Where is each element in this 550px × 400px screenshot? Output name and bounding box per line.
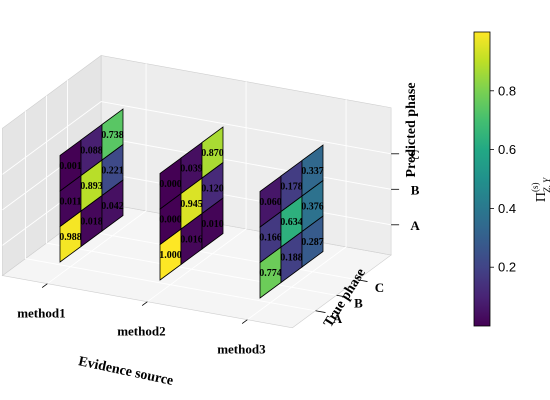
z-tick-label: B	[411, 182, 420, 197]
cell-value-label: 0.010	[201, 219, 224, 230]
x-tick-label: method3	[217, 342, 266, 357]
y-tick	[336, 294, 347, 298]
panel-method3: 0.774 0.188 0.287 0.166 0.634 0.376 0.060 0.178…	[259, 144, 324, 299]
heatmap-cell	[301, 144, 324, 197]
gridline	[2, 101, 392, 175]
cell-value-label: 0.039	[180, 164, 203, 175]
cell-value-label: 0.042	[101, 201, 124, 212]
cell-value-label: 0.376	[301, 202, 324, 213]
gridline	[46, 95, 337, 296]
y-tick-label: B	[354, 295, 363, 310]
cell-value-label: 0.287	[301, 237, 324, 248]
z-tick-label: C	[410, 147, 419, 162]
cell-value-label: 0.188	[280, 253, 303, 264]
gridline	[47, 63, 147, 285]
colorbar-tick-label: 0.4	[498, 201, 516, 216]
x-tick	[241, 319, 248, 324]
x-axis-title: Evidence source	[77, 354, 175, 389]
x-tick	[41, 283, 48, 288]
colorbar-gradient	[473, 31, 491, 327]
z-axis-title: Predicted phase	[404, 82, 419, 177]
cell-value-label: 0.016	[180, 235, 203, 246]
cell-value-label: 0.166	[259, 233, 282, 244]
cell-value-label: 0.945	[180, 199, 203, 210]
panel-method1: 0.988 0.018 0.042 0.011 0.893 0.221 0.001 0.088…	[59, 108, 124, 263]
colorbar-tick-label: 0.2	[498, 260, 516, 275]
colorbar-tick-label: 0.8	[498, 83, 516, 98]
cell-value-label: 0.893	[80, 181, 103, 192]
cell-value-label: 0.221	[101, 166, 124, 177]
z-tick-label: A	[410, 218, 420, 233]
y-tick-label: C	[375, 280, 384, 295]
cell-value-label: 0.000	[159, 215, 182, 226]
cell-value-label: 0.178	[280, 182, 303, 193]
y-tick-label: A	[333, 311, 343, 326]
gridline	[247, 99, 347, 321]
gridline	[147, 81, 247, 303]
panel-method2: 1.000 0.016 0.010 0.000 0.945 0.120 0.000 0.039…	[159, 126, 224, 281]
cell-value-label: 0.738	[101, 130, 124, 141]
cell-value-label: 0.088	[80, 146, 103, 157]
cell-value-label: 0.988	[59, 232, 82, 243]
colorbar: 0.2 0.4 0.6 0.8 Π(s)Z, Y	[473, 31, 550, 327]
cell-value-label: 0.060	[259, 197, 282, 208]
y-tick	[357, 279, 368, 282]
x-tick	[141, 301, 148, 306]
cell-value-label: 0.000	[159, 179, 182, 190]
cell-value-label: 0.120	[201, 184, 224, 195]
gridline	[25, 111, 316, 312]
colorbar-tick-label: 0.6	[498, 142, 516, 157]
colorbar-label: Π(s)Z, Y	[530, 177, 550, 202]
cell-value-label: 0.337	[301, 166, 324, 177]
x-tick-label: method2	[117, 324, 165, 339]
cell-value-label: 0.870	[201, 148, 224, 159]
cell-value-label: 0.774	[259, 268, 282, 279]
cell-value-label: 0.001	[59, 161, 82, 172]
cell-value-label: 0.634	[280, 217, 303, 228]
cell-value-label: 0.018	[80, 217, 103, 228]
cell-value-label: 1.000	[159, 250, 182, 261]
heatmap-cell	[101, 108, 124, 161]
heatmap-cell	[201, 126, 224, 179]
x-tick-label: method1	[17, 306, 65, 321]
cell-value-label: 0.011	[60, 197, 82, 208]
y-tick	[315, 310, 326, 313]
heatmap-cells: 0.988 0.018 0.042 0.011 0.893 0.221 0.001 0.088…	[59, 108, 324, 299]
